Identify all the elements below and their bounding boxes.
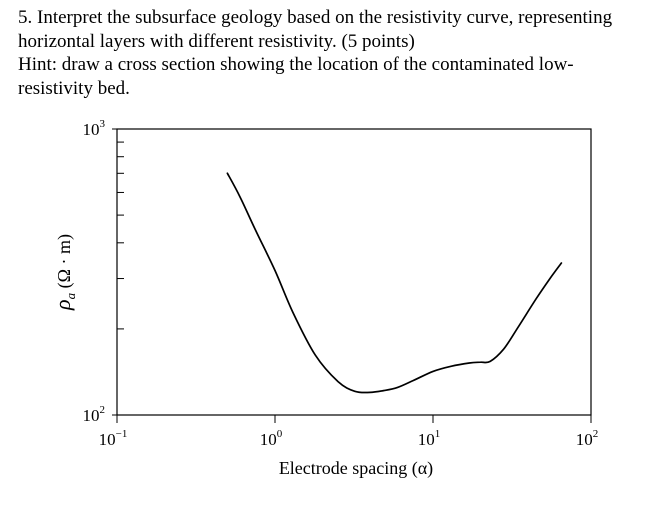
question-line-2: horizontal layers with different resisti… xyxy=(18,30,415,52)
plot-frame xyxy=(116,128,592,416)
question-text: 5. Interpret the subsurface geology base… xyxy=(18,6,658,100)
x-axis-title: Electrode spacing (α) xyxy=(279,458,433,479)
x-ticks xyxy=(116,415,592,423)
y-axis-title-rho: ρ xyxy=(50,299,75,311)
x-tick-labels: 10−1 100 101 102 xyxy=(99,428,599,449)
y-tick-labels: 102 103 xyxy=(83,118,106,425)
y-tick-label: 102 xyxy=(83,404,106,425)
x-tick-label: 102 xyxy=(576,428,599,449)
x-tick-label: 10−1 xyxy=(99,428,128,449)
question-line-4: resistivity bed. xyxy=(18,77,130,99)
y-minor-ticks xyxy=(112,128,124,416)
x-tick-label: 100 xyxy=(260,428,283,449)
question-line-1: 5. Interpret the subsurface geology base… xyxy=(18,7,613,28)
x-tick-label: 101 xyxy=(418,428,441,449)
y-tick-label: 103 xyxy=(83,118,106,139)
resistivity-curve xyxy=(226,172,563,394)
y-axis-title-sub: a xyxy=(63,292,78,299)
svg-text:ρa (Ω · m): ρa (Ω · m) xyxy=(50,234,78,311)
y-axis-title: ρa (Ω · m) xyxy=(50,234,78,311)
question-line-3: Hint: draw a cross section showing the l… xyxy=(18,54,574,75)
y-axis-title-units: (Ω · m) xyxy=(54,234,75,293)
